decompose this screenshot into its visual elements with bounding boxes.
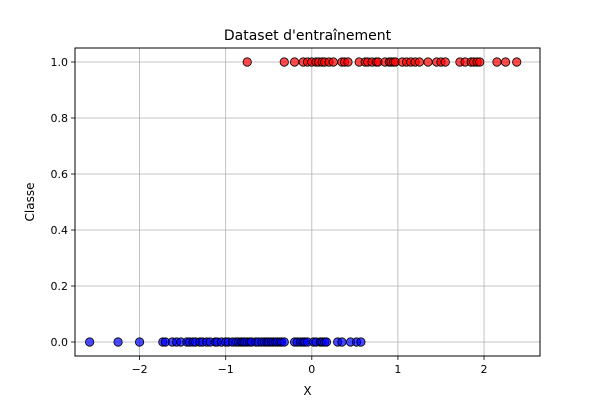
class-0-point [279,337,289,347]
x-tick-label: 1 [394,363,401,376]
plot-frame [74,47,541,357]
class-1-point [500,57,511,67]
y-tick-label: 0.8 [51,112,69,125]
y-tick-label: 0.6 [51,168,69,181]
x-tick-label: −2 [131,363,147,376]
grid-layer [75,48,540,356]
y-tick-label: 0.4 [51,224,69,237]
class-1-point [279,57,289,67]
x-tick-label: 0 [308,363,315,376]
y-tick-label: 0.2 [51,280,69,293]
class-1-point [289,57,300,67]
class-1-point [328,57,338,67]
class-1-point [242,57,252,67]
x-tick-label: −1 [218,363,234,376]
class-1-point [475,57,485,67]
class-1-point [512,57,522,67]
y-tick-label: 1.0 [51,56,69,69]
class-1-point [440,57,450,67]
x-axis-ticks: −2 −1 0 1 2 [131,356,488,376]
x-tick-label: 2 [481,363,488,376]
y-axis-ticks: 0.0 0.2 0.4 0.6 0.8 1.0 [51,56,75,349]
class-0-point [356,337,366,347]
class-1-point [492,57,502,67]
class-0-point [134,337,145,347]
class-1-point [423,57,433,67]
y-axis-label: Classe [23,183,37,222]
class-0-point [337,337,347,347]
class-0-point [321,337,332,347]
class-1-point [414,57,425,67]
y-tick-label: 0.0 [51,336,69,349]
x-axis-label: X [303,384,311,398]
points-layer [85,57,522,347]
class-0-point [85,337,95,347]
chart-title: Dataset d'entraînement [224,28,392,44]
class-1-point [343,57,353,67]
class-0-point [113,337,123,347]
